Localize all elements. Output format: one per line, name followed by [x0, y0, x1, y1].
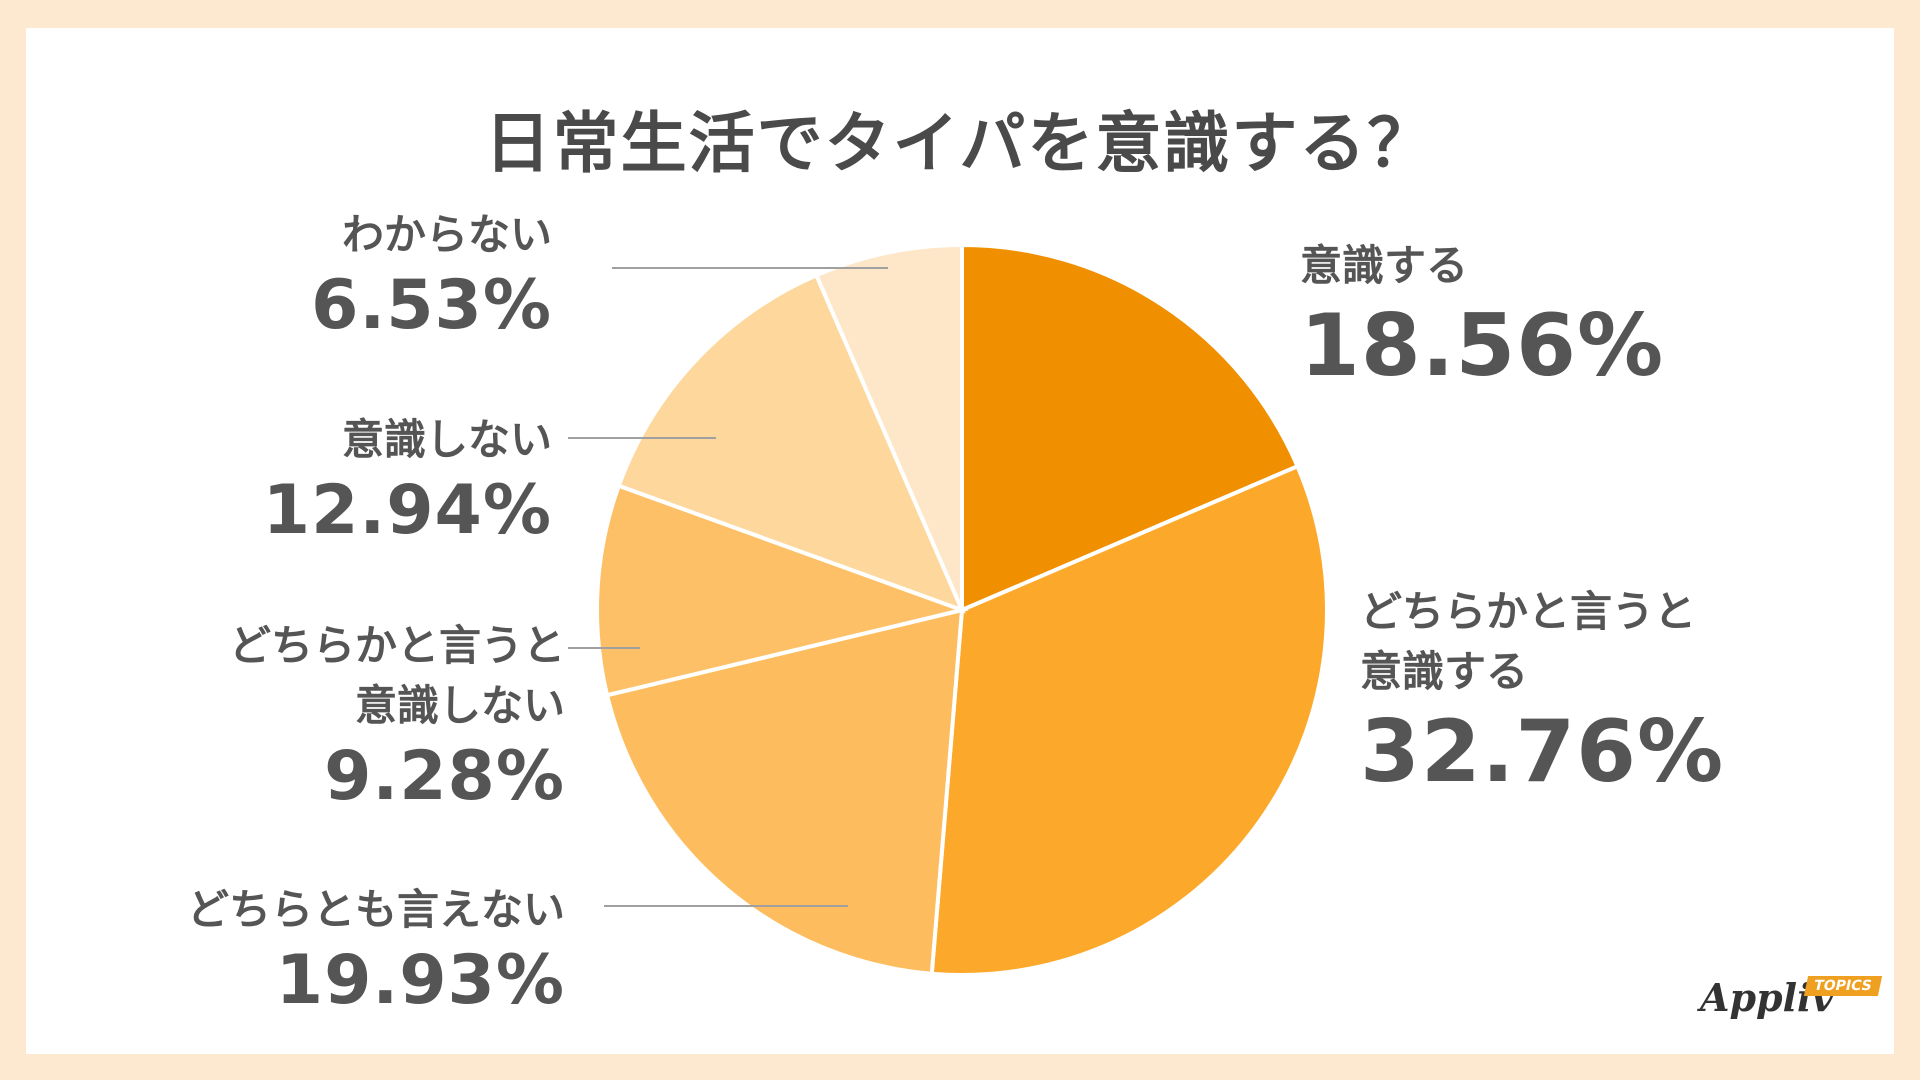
pie-slice-dochiratomo-ienai	[604, 607, 965, 976]
pie-slice-dochiraka-ishiki-shinai	[595, 483, 969, 698]
pie-slice-dochiraka-ishiki-suru	[929, 463, 1329, 977]
label-wakaranai: わからない 6.53%	[311, 205, 552, 347]
category-label-line2: 意識する	[1360, 647, 1529, 696]
percent-label: 32.76%	[1360, 702, 1725, 802]
pie-slice-ishiki-suru	[960, 242, 1301, 614]
topics-badge: TOPICS	[1803, 976, 1882, 996]
category-label-line2: 意識しない	[354, 681, 565, 730]
label-ishiki-suru: 意識する 18.56%	[1300, 236, 1664, 396]
category-label-line1: どちらかと言うと	[1360, 587, 1697, 636]
percent-label: 6.53%	[311, 266, 552, 345]
percent-label: 9.28%	[324, 737, 565, 816]
label-dochiraka-ishiki-suru: どちらかと言うと 意識する 32.76%	[1360, 582, 1724, 802]
category-label: わからない	[341, 210, 552, 259]
label-dochiraka-ishiki-shinai: どちらかと言うと 意識しない 9.28%	[229, 616, 565, 818]
category-label-line1: どちらかと言うと	[228, 621, 565, 670]
label-ishiki-shinai: 意識しない 12.94%	[263, 410, 552, 552]
pie-slice-wakaranai	[813, 242, 964, 611]
category-label: どちらとも言えない	[186, 885, 565, 934]
label-dochiratomo-ienai: どちらとも言えない 19.93%	[187, 880, 565, 1022]
pie-slice-ishiki-shinai	[616, 272, 966, 614]
chart-title: 日常生活でタイパを意識する？	[484, 105, 1436, 182]
percent-label: 12.94%	[262, 471, 552, 550]
category-label: 意識する	[1300, 241, 1469, 290]
percent-label: 19.93%	[275, 941, 565, 1020]
percent-label: 18.56%	[1300, 296, 1665, 396]
category-label: 意識しない	[341, 415, 552, 464]
